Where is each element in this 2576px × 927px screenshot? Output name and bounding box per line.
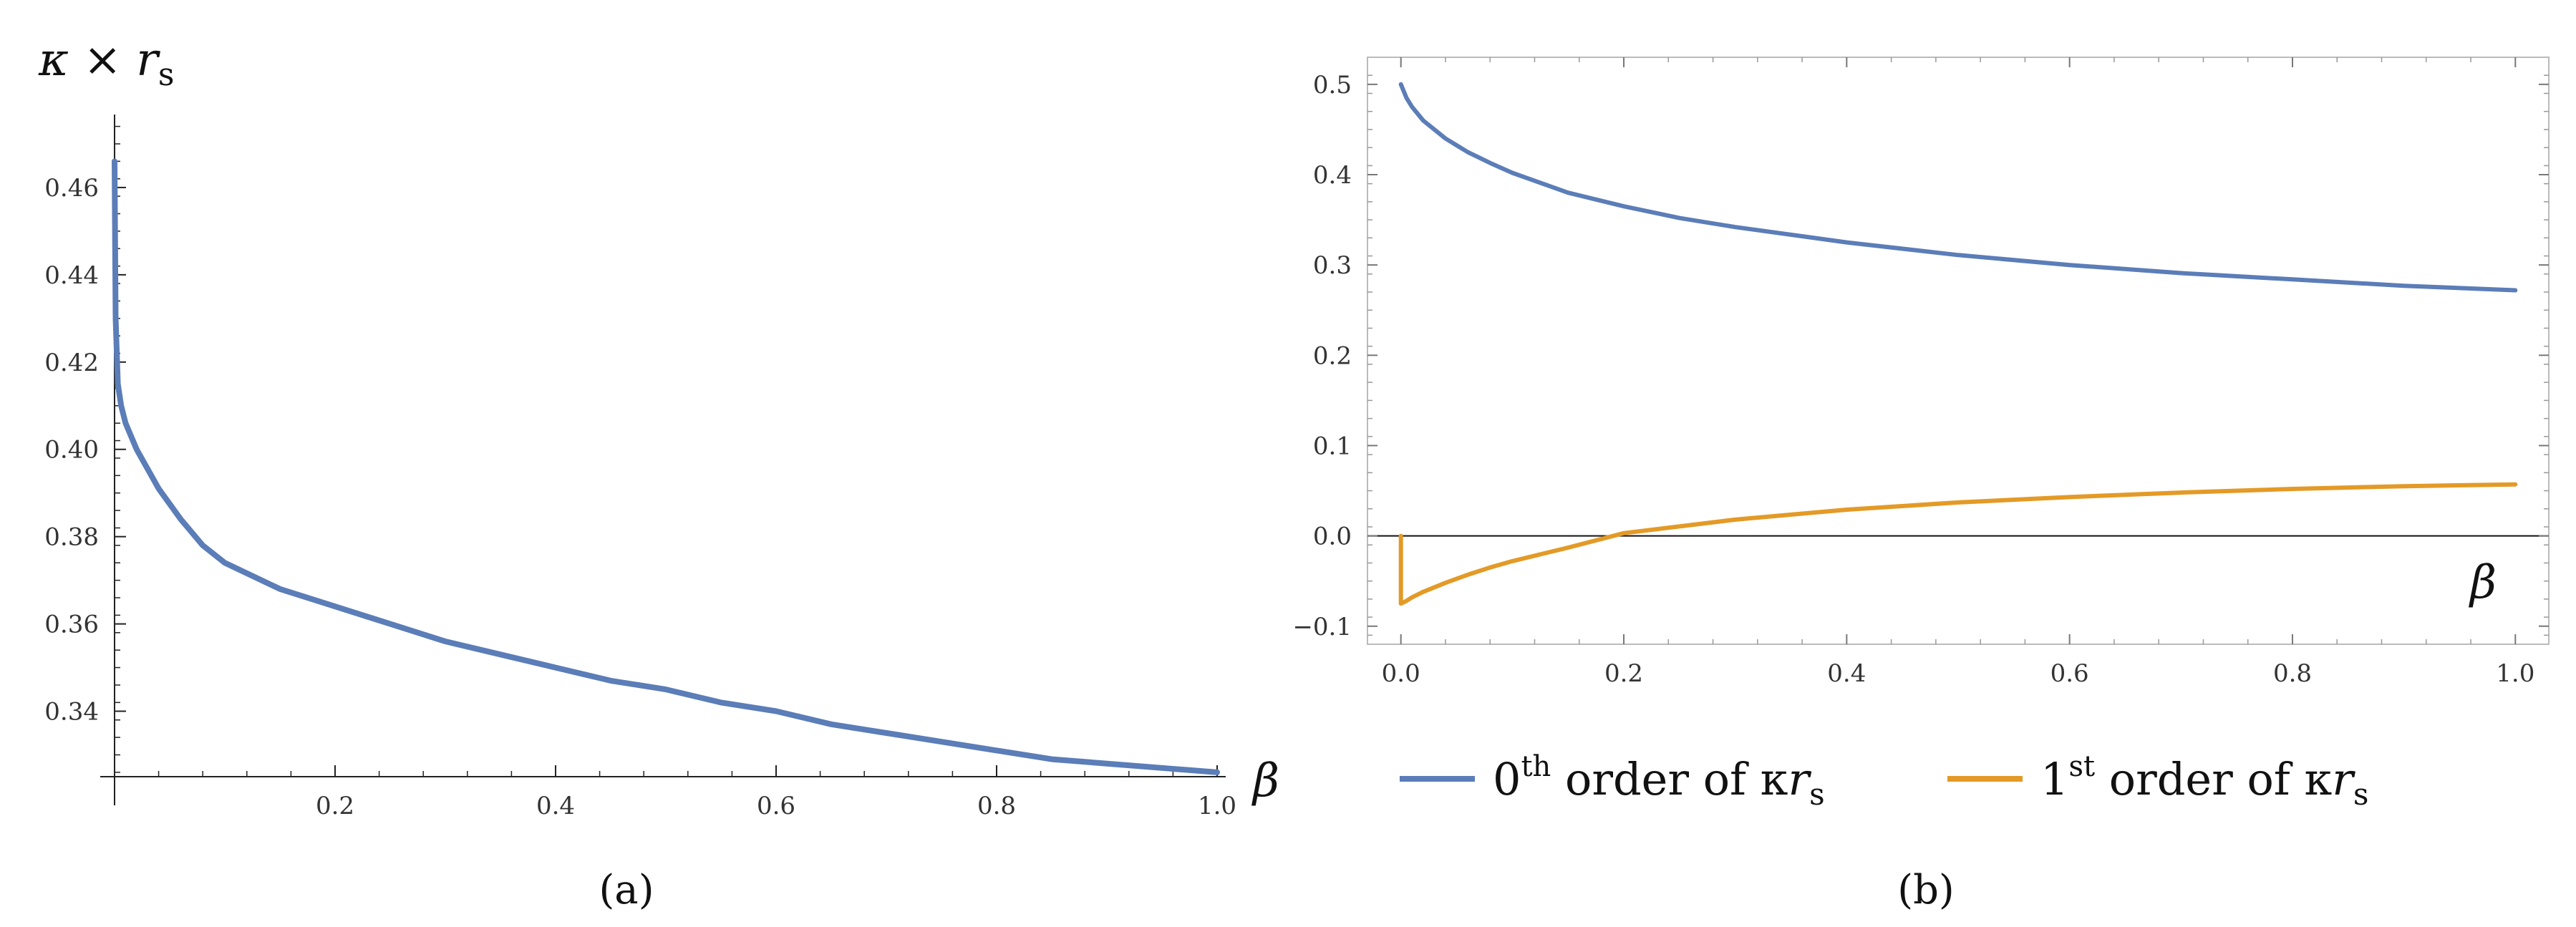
panel-a-y-tick-label: 0.44 (44, 261, 99, 290)
panel-b-y-tick-label: 0.1 (1313, 432, 1352, 460)
panel-b-y-tick-label: 0.2 (1313, 341, 1352, 370)
panel-a-caption: (a) (599, 867, 654, 913)
panel-b-y-tick-label: 0.0 (1313, 523, 1352, 551)
panel-b-marks: −0.1 0.0 0.1 0.2 0.3 0.4 0.5 0.0 0.2 0.4 0.6 0.8 1.0 (1292, 57, 2549, 688)
panel-a-y-tick-label: 0.42 (44, 349, 99, 377)
panel-a-series-line (112, 158, 1220, 775)
legend: 0th order of κrs 1st order of κrs (1400, 750, 2368, 812)
panel-a-y-tick-label: 0.40 (44, 436, 99, 465)
panel-a-x-tick-label: 0.8 (977, 792, 1016, 820)
panel-b-x-tick-label: 0.4 (1827, 659, 1866, 688)
panel-b-y-tick-label: 0.4 (1313, 161, 1352, 190)
panel-a-y-axis-title: κ × rs (38, 34, 174, 93)
panel-a-y-tick-label: 0.34 (44, 698, 99, 727)
panel-b-caption: (b) (1897, 867, 1955, 913)
panel-b-x-tick-label: 0.0 (1382, 659, 1420, 688)
panel-b-y-tick-label: 0.5 (1313, 71, 1352, 100)
panel-a-y-tick-label: 0.38 (44, 523, 99, 552)
panel-b-y-tick-label: −0.1 (1292, 613, 1352, 641)
panel-b-x-tick-label: 0.2 (1604, 659, 1643, 688)
panel-b-series-1st-order-line (1398, 482, 2518, 606)
panel-a: 0.2 0.4 0.6 0.8 1.0 0.34 0.36 0.38 0.40 0.42 0.44 0… (38, 34, 1279, 913)
panel-a-x-tick-label: 0.4 (536, 792, 575, 820)
panel-b: −0.1 0.0 0.1 0.2 0.3 0.4 0.5 0.0 0.2 0.4 0.6 0.8 1.0… (1292, 57, 2550, 913)
panel-a-x-tick-label: 0.6 (757, 792, 795, 820)
panel-b-x-tick-label: 1.0 (2496, 659, 2534, 688)
panel-a-marks: 0.2 0.4 0.6 0.8 1.0 0.34 0.36 0.38 0.40 0.42 0.44 0… (44, 115, 1236, 820)
legend-label-1st-order: 1st order of κrs (2040, 750, 2368, 812)
panel-a-y-tick-label: 0.36 (44, 611, 99, 639)
panel-a-x-tick-label: 1.0 (1198, 792, 1236, 820)
panel-a-x-axis-title: β (1251, 754, 1279, 807)
panel-a-x-tick-label: 0.2 (316, 792, 354, 820)
panel-b-series-0th-order-line (1398, 82, 2518, 293)
panel-b-plot-frame (1367, 57, 2550, 645)
legend-label-0th-order: 0th order of κrs (1493, 750, 1825, 812)
panel-b-x-tick-label: 0.8 (2273, 659, 2312, 688)
panel-a-y-tick-label: 0.46 (44, 174, 99, 203)
panel-b-x-axis-title: β (2469, 556, 2497, 609)
panel-b-x-tick-label: 0.6 (2050, 659, 2089, 688)
panel-b-y-tick-label: 0.3 (1313, 251, 1352, 280)
